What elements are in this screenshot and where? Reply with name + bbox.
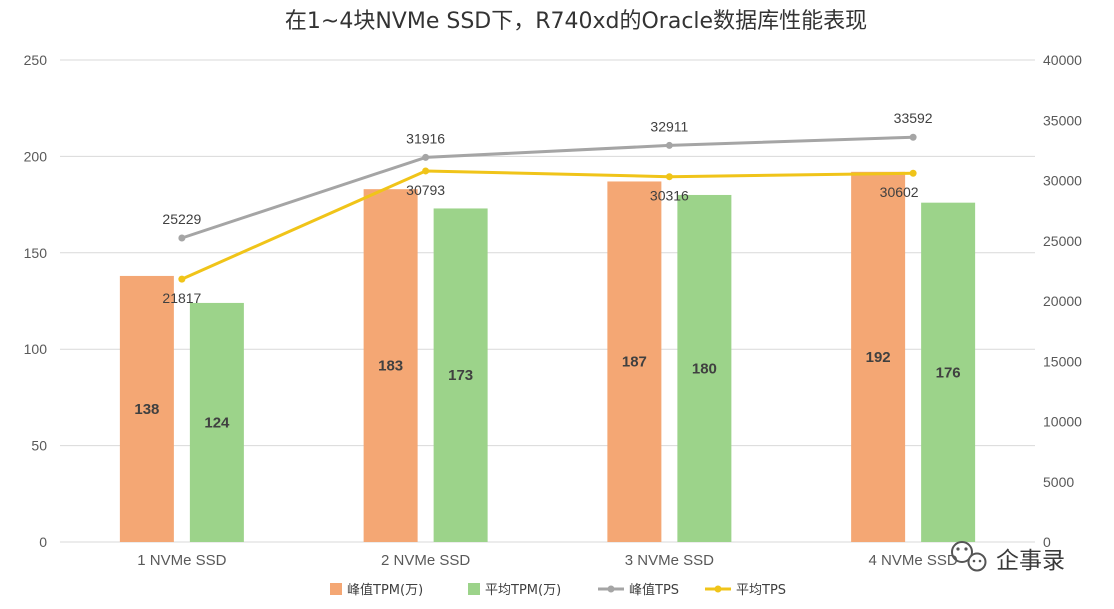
right-tick-label: 0 xyxy=(1043,534,1051,550)
bar xyxy=(189,302,244,542)
legend-label: 峰值TPM(万) xyxy=(347,582,423,598)
bar xyxy=(607,181,662,543)
left-tick-label: 50 xyxy=(31,438,47,454)
bar xyxy=(921,202,976,542)
bar-value-label: 173 xyxy=(448,367,473,384)
legend: 峰值TPM(万) 平均TPM(万) 峰值TPS 平均TPS xyxy=(330,582,786,598)
category-label: 3 NVMe SSD xyxy=(625,552,714,569)
category-label: 4 NVMe SSD xyxy=(869,552,958,569)
right-tick-label: 10000 xyxy=(1043,414,1082,430)
right-tick-label: 15000 xyxy=(1043,353,1082,369)
bar-value-label: 138 xyxy=(134,401,159,418)
bar-value-label: 183 xyxy=(378,358,403,375)
right-tick-label: 40000 xyxy=(1043,52,1082,68)
line-point xyxy=(422,167,430,175)
bar xyxy=(433,208,488,542)
line-point xyxy=(178,234,186,242)
bar xyxy=(119,275,174,542)
legend-label: 平均TPS xyxy=(736,583,786,598)
line-point xyxy=(665,173,673,181)
series-line xyxy=(181,135,914,240)
line-point xyxy=(178,275,186,283)
left-tick-label: 100 xyxy=(24,341,48,357)
legend-marker xyxy=(607,585,615,593)
line-value-label: 30602 xyxy=(880,184,919,200)
line-value-label: 30793 xyxy=(406,182,445,198)
category-label: 1 NVMe SSD xyxy=(137,552,226,569)
bar-value-label: 180 xyxy=(692,360,717,377)
legend-label: 平均TPM(万) xyxy=(485,583,561,598)
line-point xyxy=(422,153,430,161)
category-label: 2 NVMe SSD xyxy=(381,552,470,569)
legend-swatch xyxy=(330,583,342,595)
bar-value-label: 192 xyxy=(866,349,891,366)
line-point xyxy=(909,133,917,141)
right-tick-label: 25000 xyxy=(1043,233,1082,249)
right-tick-label: 35000 xyxy=(1043,112,1082,128)
left-tick-label: 200 xyxy=(24,148,48,164)
category-labels: 1 NVMe SSD 2 NVMe SSD 3 NVMe SSD 4 NVMe SSD xyxy=(137,552,958,569)
series-line xyxy=(181,169,914,281)
lines: 25229 31916 32911 33592 21817 30793 30316 30602 xyxy=(162,110,932,306)
bar xyxy=(363,189,418,542)
legend-swatch xyxy=(468,583,480,595)
legend-label: 峰值TPS xyxy=(629,582,679,598)
right-axis: 0 5000 10000 15000 20000 25000 30000 35000 40000 xyxy=(1043,52,1082,550)
bar-value-label: 187 xyxy=(622,354,647,371)
bars: 138 183 187 192 124 173 180 176 xyxy=(119,171,976,543)
wechat-icon xyxy=(951,541,987,572)
watermark-text: 企事录 xyxy=(996,548,1065,574)
watermark: 企事录 xyxy=(951,541,1065,574)
bar-value-label: 124 xyxy=(204,414,230,431)
left-tick-label: 250 xyxy=(24,52,48,68)
left-axis: 0 50 100 150 200 250 xyxy=(24,52,48,550)
left-tick-label: 150 xyxy=(24,245,48,261)
left-tick-label: 0 xyxy=(39,534,47,550)
line-point xyxy=(909,169,917,177)
right-tick-label: 20000 xyxy=(1043,293,1082,309)
line-value-label: 25229 xyxy=(162,211,201,227)
chart-title: 在1~4块NVMe SSD下，R740xd的Oracle数据库性能表现 xyxy=(285,9,867,34)
line-point xyxy=(665,141,673,149)
line-value-label: 30316 xyxy=(650,188,689,204)
bar-value-label: 176 xyxy=(936,364,961,381)
right-tick-label: 5000 xyxy=(1043,474,1074,490)
line-value-label: 32911 xyxy=(650,118,688,134)
right-tick-label: 30000 xyxy=(1043,173,1082,189)
line-value-label: 33592 xyxy=(894,110,933,126)
bar xyxy=(677,194,732,542)
bar xyxy=(851,171,906,542)
line-value-label: 31916 xyxy=(406,130,445,146)
line-value-label: 21817 xyxy=(162,290,201,306)
legend-marker xyxy=(714,585,722,593)
